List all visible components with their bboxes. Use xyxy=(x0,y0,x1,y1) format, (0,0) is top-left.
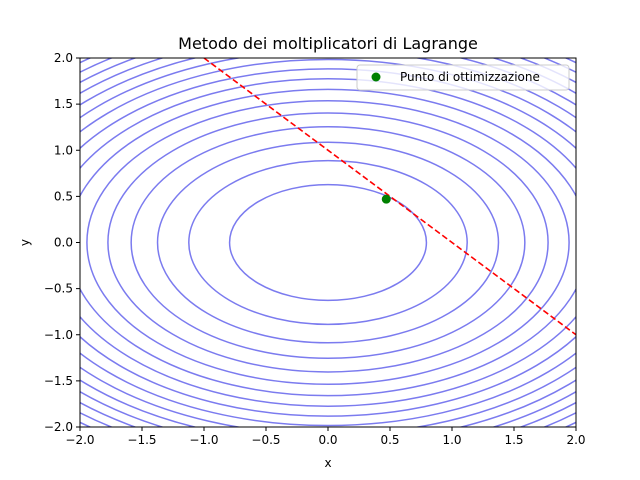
contour-line-1 xyxy=(188,159,468,326)
x-tick-label: −2.0 xyxy=(65,433,94,447)
y-tick-label: 1.5 xyxy=(54,97,73,111)
y-tick-label: 2.0 xyxy=(54,51,73,65)
constraint-line-group xyxy=(203,58,576,336)
y-axis-label: y xyxy=(18,239,32,246)
legend-box xyxy=(356,64,570,91)
y-tick-label: −2.0 xyxy=(44,420,73,434)
x-axis-label: x xyxy=(324,456,331,470)
contour-line-4 xyxy=(107,112,549,373)
y-tick-label: −1.5 xyxy=(44,374,73,388)
chart-title: Metodo dei moltiplicatori di Lagrange xyxy=(178,34,478,53)
contour-line-10 xyxy=(80,58,576,427)
legend-label: Punto di ottimizzazione xyxy=(400,70,540,84)
x-tick-label: 0.5 xyxy=(380,433,399,447)
contour-line-0 xyxy=(228,183,428,302)
y-tick-label: 0.0 xyxy=(54,236,73,250)
contour-line-11 xyxy=(80,58,576,427)
y-tick-label: 1.0 xyxy=(54,143,73,157)
x-tick-label: 2.0 xyxy=(566,433,585,447)
x-tick-label: 1.0 xyxy=(442,433,461,447)
contour-line-5 xyxy=(86,99,570,386)
optimum-point-group xyxy=(381,194,391,204)
y-axis-ticks: −2.0 −1.5 −1.0 −0.5 0.0 0.5 1.0 1.5 2.0 xyxy=(44,51,80,434)
x-tick-label: 1.5 xyxy=(504,433,523,447)
optimum-point xyxy=(381,194,391,204)
y-tick-label: −0.5 xyxy=(44,282,73,296)
x-tick-label: −0.5 xyxy=(251,433,280,447)
contour-line-13 xyxy=(80,58,576,427)
x-tick-label: 0.0 xyxy=(318,433,337,447)
x-tick-label: −1.5 xyxy=(127,433,156,447)
contour-line-7 xyxy=(80,78,576,407)
constraint-line xyxy=(203,58,576,336)
contour-line-8 xyxy=(80,68,576,417)
y-tick-label: −1.0 xyxy=(44,328,73,342)
legend: Punto di ottimizzazione xyxy=(356,64,570,91)
legend-marker xyxy=(371,72,381,82)
contour-line-2 xyxy=(156,141,500,344)
y-tick-label: 0.5 xyxy=(54,189,73,203)
contour-line-3 xyxy=(130,125,526,360)
contour-lines xyxy=(80,58,576,427)
contour-line-9 xyxy=(80,58,576,427)
contour-line-6 xyxy=(80,88,576,397)
x-tick-label: −1.0 xyxy=(189,433,218,447)
x-axis-ticks: −2.0 −1.5 −1.0 −0.5 0.0 0.5 1.0 1.5 2.0 xyxy=(65,427,586,447)
